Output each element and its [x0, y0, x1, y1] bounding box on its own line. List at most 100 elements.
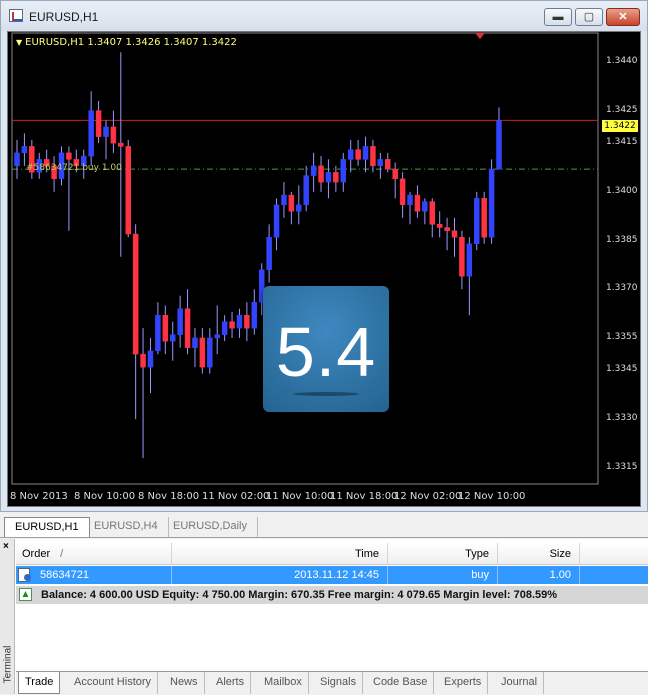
- time-tick-label: 12 Nov 02:00: [394, 491, 462, 502]
- bullish-candle: [474, 198, 480, 245]
- terminal-panel: × Terminal Order / Time Type Size 5863472…: [0, 539, 648, 694]
- bullish-candle: [236, 314, 243, 329]
- bearish-candle: [444, 227, 450, 232]
- candlestick-chart[interactable]: [8, 32, 640, 506]
- order-type: buy: [388, 566, 498, 584]
- bullish-candle: [266, 237, 272, 270]
- bullish-candle: [362, 146, 369, 160]
- bullish-candle: [347, 149, 354, 160]
- chart-tab-eurusd-h4[interactable]: EURUSD,H4: [84, 517, 169, 537]
- bullish-candle: [340, 159, 347, 183]
- bearish-candle: [436, 224, 443, 228]
- close-button[interactable]: ✕: [606, 8, 640, 26]
- bearish-candle: [199, 337, 206, 368]
- bearish-candle: [73, 159, 80, 167]
- price-tick-label: 1.3400: [606, 185, 638, 196]
- price-tick-label: 1.3370: [606, 283, 638, 294]
- time-tick-label: 11 Nov 18:00: [330, 491, 398, 502]
- bullish-candle: [221, 321, 228, 335]
- minimize-button[interactable]: ▬: [544, 8, 572, 26]
- bearish-candle: [392, 168, 398, 180]
- order-time: 2013.11.12 14:45: [172, 566, 388, 584]
- bullish-candle: [207, 337, 213, 368]
- bullish-candle: [496, 120, 502, 170]
- bullish-candle: [14, 152, 20, 167]
- tab-account-history[interactable]: Account History: [68, 672, 159, 694]
- bullish-candle: [488, 168, 495, 238]
- dropdown-triangle-icon: ▼: [16, 38, 23, 47]
- chart-tab-eurusd-daily[interactable]: EURUSD,Daily: [163, 517, 258, 537]
- bullish-candle: [147, 350, 154, 368]
- tab-code-base[interactable]: Code Base: [367, 672, 435, 694]
- bearish-candle: [66, 152, 72, 160]
- bullish-candle: [155, 314, 161, 352]
- bullish-candle: [310, 165, 317, 176]
- time-tick-label: 8 Nov 2013: [10, 491, 68, 502]
- time-tick-label: 11 Nov 02:00: [202, 491, 270, 502]
- tab-experts[interactable]: Experts: [438, 672, 489, 694]
- price-tick-label: 1.3415: [606, 137, 638, 148]
- bearish-candle: [370, 146, 376, 167]
- column-header-order[interactable]: Order /: [16, 543, 172, 565]
- terminal-tabs-bar: Trade Account History News Alerts Mailbo…: [16, 671, 648, 694]
- version-badge: 5.4: [263, 286, 389, 412]
- bearish-candle: [451, 230, 458, 238]
- bearish-candle: [333, 172, 339, 183]
- chart-tab-eurusd-h1[interactable]: EURUSD,H1: [4, 517, 90, 537]
- version-badge-text: 5.4: [275, 313, 377, 391]
- bearish-candle: [229, 321, 235, 329]
- price-tick-label: 1.3440: [606, 55, 638, 66]
- price-chart[interactable]: ▼ EURUSD,H1 1.3407 1.3426 1.3407 1.3422 #…: [7, 31, 641, 507]
- bullish-candle: [377, 159, 384, 167]
- window-titlebar[interactable]: EURUSD,H1 ▬ ▢ ✕: [1, 1, 647, 31]
- price-tick-label: 1.3425: [606, 104, 638, 115]
- tab-alerts[interactable]: Alerts: [210, 672, 252, 694]
- time-tick-label: 8 Nov 10:00: [74, 491, 136, 502]
- bearish-candle: [29, 146, 35, 173]
- bearish-candle: [51, 165, 57, 180]
- chart-window-icon: [9, 9, 23, 22]
- bullish-candle: [214, 334, 220, 339]
- bearish-candle: [355, 149, 361, 160]
- bullish-candle: [296, 204, 302, 212]
- bearish-candle: [288, 194, 295, 212]
- tab-signals[interactable]: Signals: [314, 672, 364, 694]
- bearish-candle: [385, 159, 391, 170]
- orders-table-header: Order / Time Type Size: [16, 543, 648, 565]
- chart-tabs-bar: EURUSD,H1 EURUSD,H4 EURUSD,Daily: [0, 514, 648, 538]
- column-header-type[interactable]: Type: [388, 543, 498, 565]
- bullish-candle: [103, 126, 109, 137]
- tab-journal[interactable]: Journal: [495, 672, 545, 694]
- balance-summary-text: Balance: 4 600.00 USD Equity: 4 750.00 M…: [41, 589, 558, 601]
- maximize-button[interactable]: ▢: [575, 8, 603, 26]
- bearish-candle: [399, 178, 406, 206]
- bearish-candle: [459, 237, 465, 277]
- column-header-size[interactable]: Size: [498, 543, 580, 565]
- time-tick-label: 12 Nov 10:00: [458, 491, 526, 502]
- tab-trade[interactable]: Trade: [18, 672, 61, 694]
- bullish-candle: [258, 269, 265, 303]
- bullish-candle: [466, 243, 473, 277]
- order-size: 1.00: [498, 566, 580, 584]
- bearish-candle: [43, 159, 50, 167]
- price-tick-label: 1.3345: [606, 364, 638, 375]
- column-header-time[interactable]: Time: [172, 543, 388, 565]
- terminal-close-icon[interactable]: ×: [3, 541, 9, 552]
- price-tick-label: 1.3330: [606, 413, 638, 424]
- bullish-candle: [80, 155, 87, 167]
- tab-news[interactable]: News: [164, 672, 205, 694]
- bullish-candle: [273, 204, 280, 238]
- bearish-candle: [414, 194, 421, 212]
- order-number: 58634721: [40, 569, 89, 581]
- price-tick-label: 1.3315: [606, 461, 638, 472]
- bearish-candle: [118, 142, 124, 147]
- bullish-candle: [36, 159, 42, 173]
- order-doc-icon: [18, 568, 31, 582]
- bearish-candle: [132, 233, 139, 355]
- current-bid-price-label: 1.3422: [602, 120, 638, 132]
- tab-mailbox[interactable]: Mailbox: [258, 672, 309, 694]
- terminal-side-label: Terminal: [2, 645, 14, 684]
- table-row[interactable]: 58634721 2013.11.12 14:45 buy 1.00: [16, 566, 648, 584]
- bearish-candle: [318, 165, 324, 183]
- symbol-info-bar: ▼ EURUSD,H1 1.3407 1.3426 1.3407 1.3422: [16, 37, 237, 48]
